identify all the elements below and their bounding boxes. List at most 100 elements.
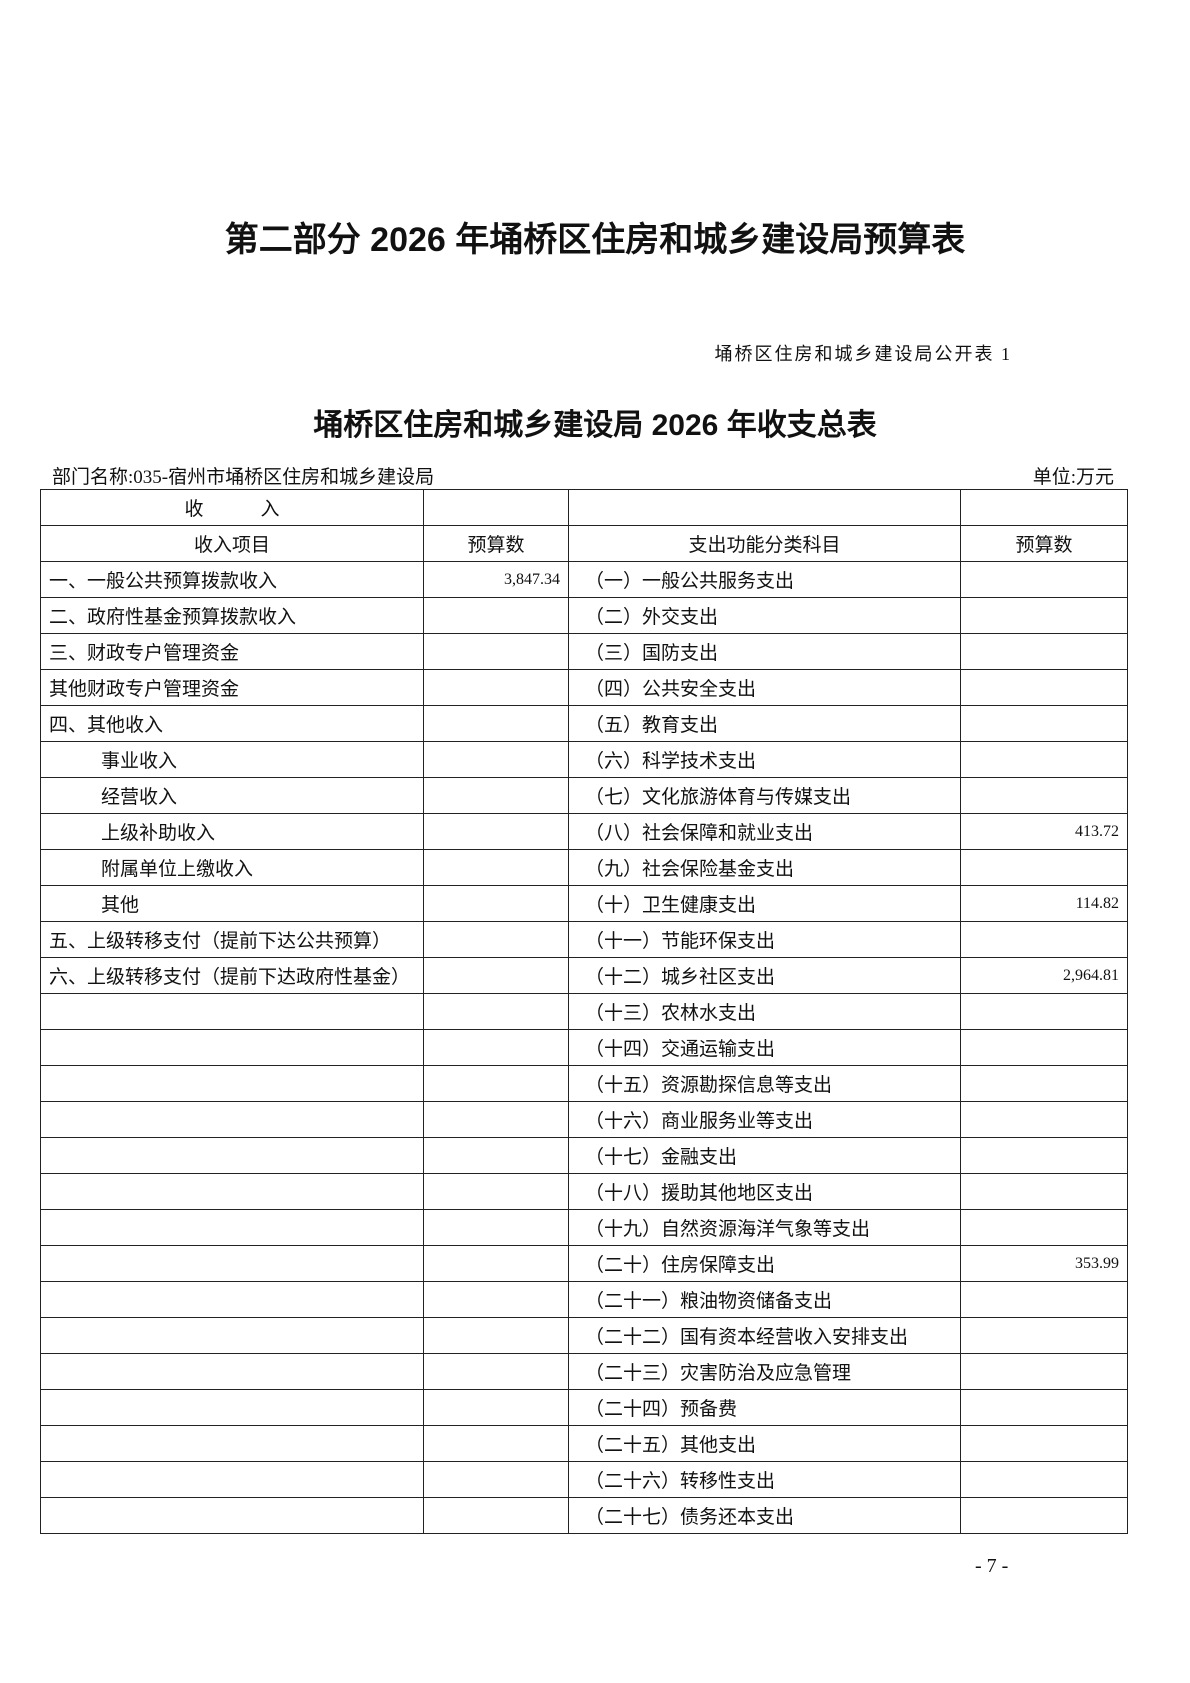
expense-value <box>960 1029 1128 1066</box>
expense-value <box>960 597 1128 634</box>
expense-value <box>960 1209 1128 1246</box>
expense-item: （二十五）其他支出 <box>568 1425 961 1462</box>
income-value: 3,847.34 <box>423 561 569 598</box>
table-row: 三、财政专户管理资金 （三）国防支出 <box>40 633 1128 670</box>
expense-item: （二十二）国有资本经营收入安排支出 <box>568 1317 961 1354</box>
income-value <box>423 993 569 1030</box>
table-row: （二十四）预备费 <box>40 1389 1128 1426</box>
income-item <box>40 1461 424 1498</box>
table-row: （十三）农林水支出 <box>40 993 1128 1030</box>
table-row: 其他 （十）卫生健康支出 114.82 <box>40 885 1128 922</box>
income-item: 其他 <box>40 885 424 922</box>
expense-item: （二十三）灾害防治及应急管理 <box>568 1353 961 1390</box>
income-value <box>423 1245 569 1282</box>
table-title: 埇桥区住房和城乡建设局 2026 年收支总表 <box>313 409 877 442</box>
income-item <box>40 1245 424 1282</box>
income-value <box>423 885 569 922</box>
income-item: 一、一般公共预算拨款收入 <box>40 561 424 598</box>
income-item <box>40 1173 424 1210</box>
expense-value <box>960 921 1128 958</box>
income-value <box>423 1461 569 1498</box>
expense-value <box>960 1389 1128 1426</box>
income-value <box>423 1389 569 1426</box>
expense-item: （二十六）转移性支出 <box>568 1461 961 1498</box>
table-row: 五、上级转移支付（提前下达公共预算） （十一）节能环保支出 <box>40 921 1128 958</box>
table-row: 附属单位上缴收入 （九）社会保险基金支出 <box>40 849 1128 886</box>
expense-group-header <box>568 489 961 526</box>
income-budget-header: 预算数 <box>423 525 569 562</box>
income-item <box>40 1389 424 1426</box>
table-number: 埇桥区住房和城乡建设局公开表 1 <box>714 344 1012 364</box>
expense-item: （十一）节能环保支出 <box>568 921 961 958</box>
expense-value: 114.82 <box>960 885 1128 922</box>
expense-item: （一）一般公共服务支出 <box>568 561 961 598</box>
expense-item: （五）教育支出 <box>568 705 961 742</box>
income-value <box>423 1029 569 1066</box>
expense-item: （十五）资源勘探信息等支出 <box>568 1065 961 1102</box>
expense-item-header: 支出功能分类科目 <box>568 525 961 562</box>
income-value <box>423 921 569 958</box>
expense-value <box>960 633 1128 670</box>
table-row: （十四）交通运输支出 <box>40 1029 1128 1066</box>
income-value <box>423 1065 569 1102</box>
income-item: 六、上级转移支付（提前下达政府性基金） <box>40 957 424 994</box>
expense-value <box>960 561 1128 598</box>
expense-value <box>960 1353 1128 1390</box>
table-row: （十五）资源勘探信息等支出 <box>40 1065 1128 1102</box>
budget-summary-table: 收 入 收入项目 预算数 支出功能分类科目 预算数 一、一般公共预算拨款收入 3,… <box>40 489 1128 1534</box>
income-item <box>40 1317 424 1354</box>
expense-item: （七）文化旅游体育与传媒支出 <box>568 777 961 814</box>
table-row: （二十七）债务还本支出 <box>40 1497 1128 1534</box>
income-item <box>40 1101 424 1138</box>
income-value <box>423 1101 569 1138</box>
income-group-header: 收 入 <box>40 489 424 526</box>
expense-item: （三）国防支出 <box>568 633 961 670</box>
income-value <box>423 849 569 886</box>
expense-value <box>960 993 1128 1030</box>
income-value <box>423 633 569 670</box>
expense-item: （六）科学技术支出 <box>568 741 961 778</box>
part-title: 第二部分 2026 年埇桥区住房和城乡建设局预算表 <box>224 221 966 259</box>
expense-item: （九）社会保险基金支出 <box>568 849 961 886</box>
expense-value <box>960 1137 1128 1174</box>
table-row: （二十三）灾害防治及应急管理 <box>40 1353 1128 1390</box>
expense-value <box>960 1173 1128 1210</box>
table-row: （十八）援助其他地区支出 <box>40 1173 1128 1210</box>
income-item: 事业收入 <box>40 741 424 778</box>
expense-item: （八）社会保障和就业支出 <box>568 813 961 850</box>
table-row: 二、政府性基金预算拨款收入 （二）外交支出 <box>40 597 1128 634</box>
expense-value <box>960 777 1128 814</box>
empty-cell <box>960 489 1128 526</box>
expense-value <box>960 1101 1128 1138</box>
income-item: 经营收入 <box>40 777 424 814</box>
income-value <box>423 957 569 994</box>
expense-item: （十六）商业服务业等支出 <box>568 1101 961 1138</box>
income-value <box>423 741 569 778</box>
income-item: 上级补助收入 <box>40 813 424 850</box>
expense-item: （二十四）预备费 <box>568 1389 961 1426</box>
table-row: 四、其他收入 （五）教育支出 <box>40 705 1128 742</box>
table-row: （二十五）其他支出 <box>40 1425 1128 1462</box>
income-item <box>40 993 424 1030</box>
expense-value <box>960 1461 1128 1498</box>
income-item: 五、上级转移支付（提前下达公共预算） <box>40 921 424 958</box>
table-row: 六、上级转移支付（提前下达政府性基金） （十二）城乡社区支出 2,964.81 <box>40 957 1128 994</box>
expense-value: 413.72 <box>960 813 1128 850</box>
table-row: （十九）自然资源海洋气象等支出 <box>40 1209 1128 1246</box>
income-item <box>40 1065 424 1102</box>
unit-label: 单位:万元 <box>1032 467 1114 488</box>
expense-value <box>960 705 1128 742</box>
empty-cell <box>423 489 569 526</box>
expense-item: （十九）自然资源海洋气象等支出 <box>568 1209 961 1246</box>
income-value <box>423 1281 569 1318</box>
income-item-header: 收入项目 <box>40 525 424 562</box>
table-row: 事业收入 （六）科学技术支出 <box>40 741 1128 778</box>
expense-item: （二）外交支出 <box>568 597 961 634</box>
expense-item: （十三）农林水支出 <box>568 993 961 1030</box>
expense-item: （二十一）粮油物资储备支出 <box>568 1281 961 1318</box>
expense-value <box>960 1425 1128 1462</box>
income-item <box>40 1497 424 1534</box>
expense-value <box>960 849 1128 886</box>
income-item <box>40 1281 424 1318</box>
expense-item: （四）公共安全支出 <box>568 669 961 706</box>
